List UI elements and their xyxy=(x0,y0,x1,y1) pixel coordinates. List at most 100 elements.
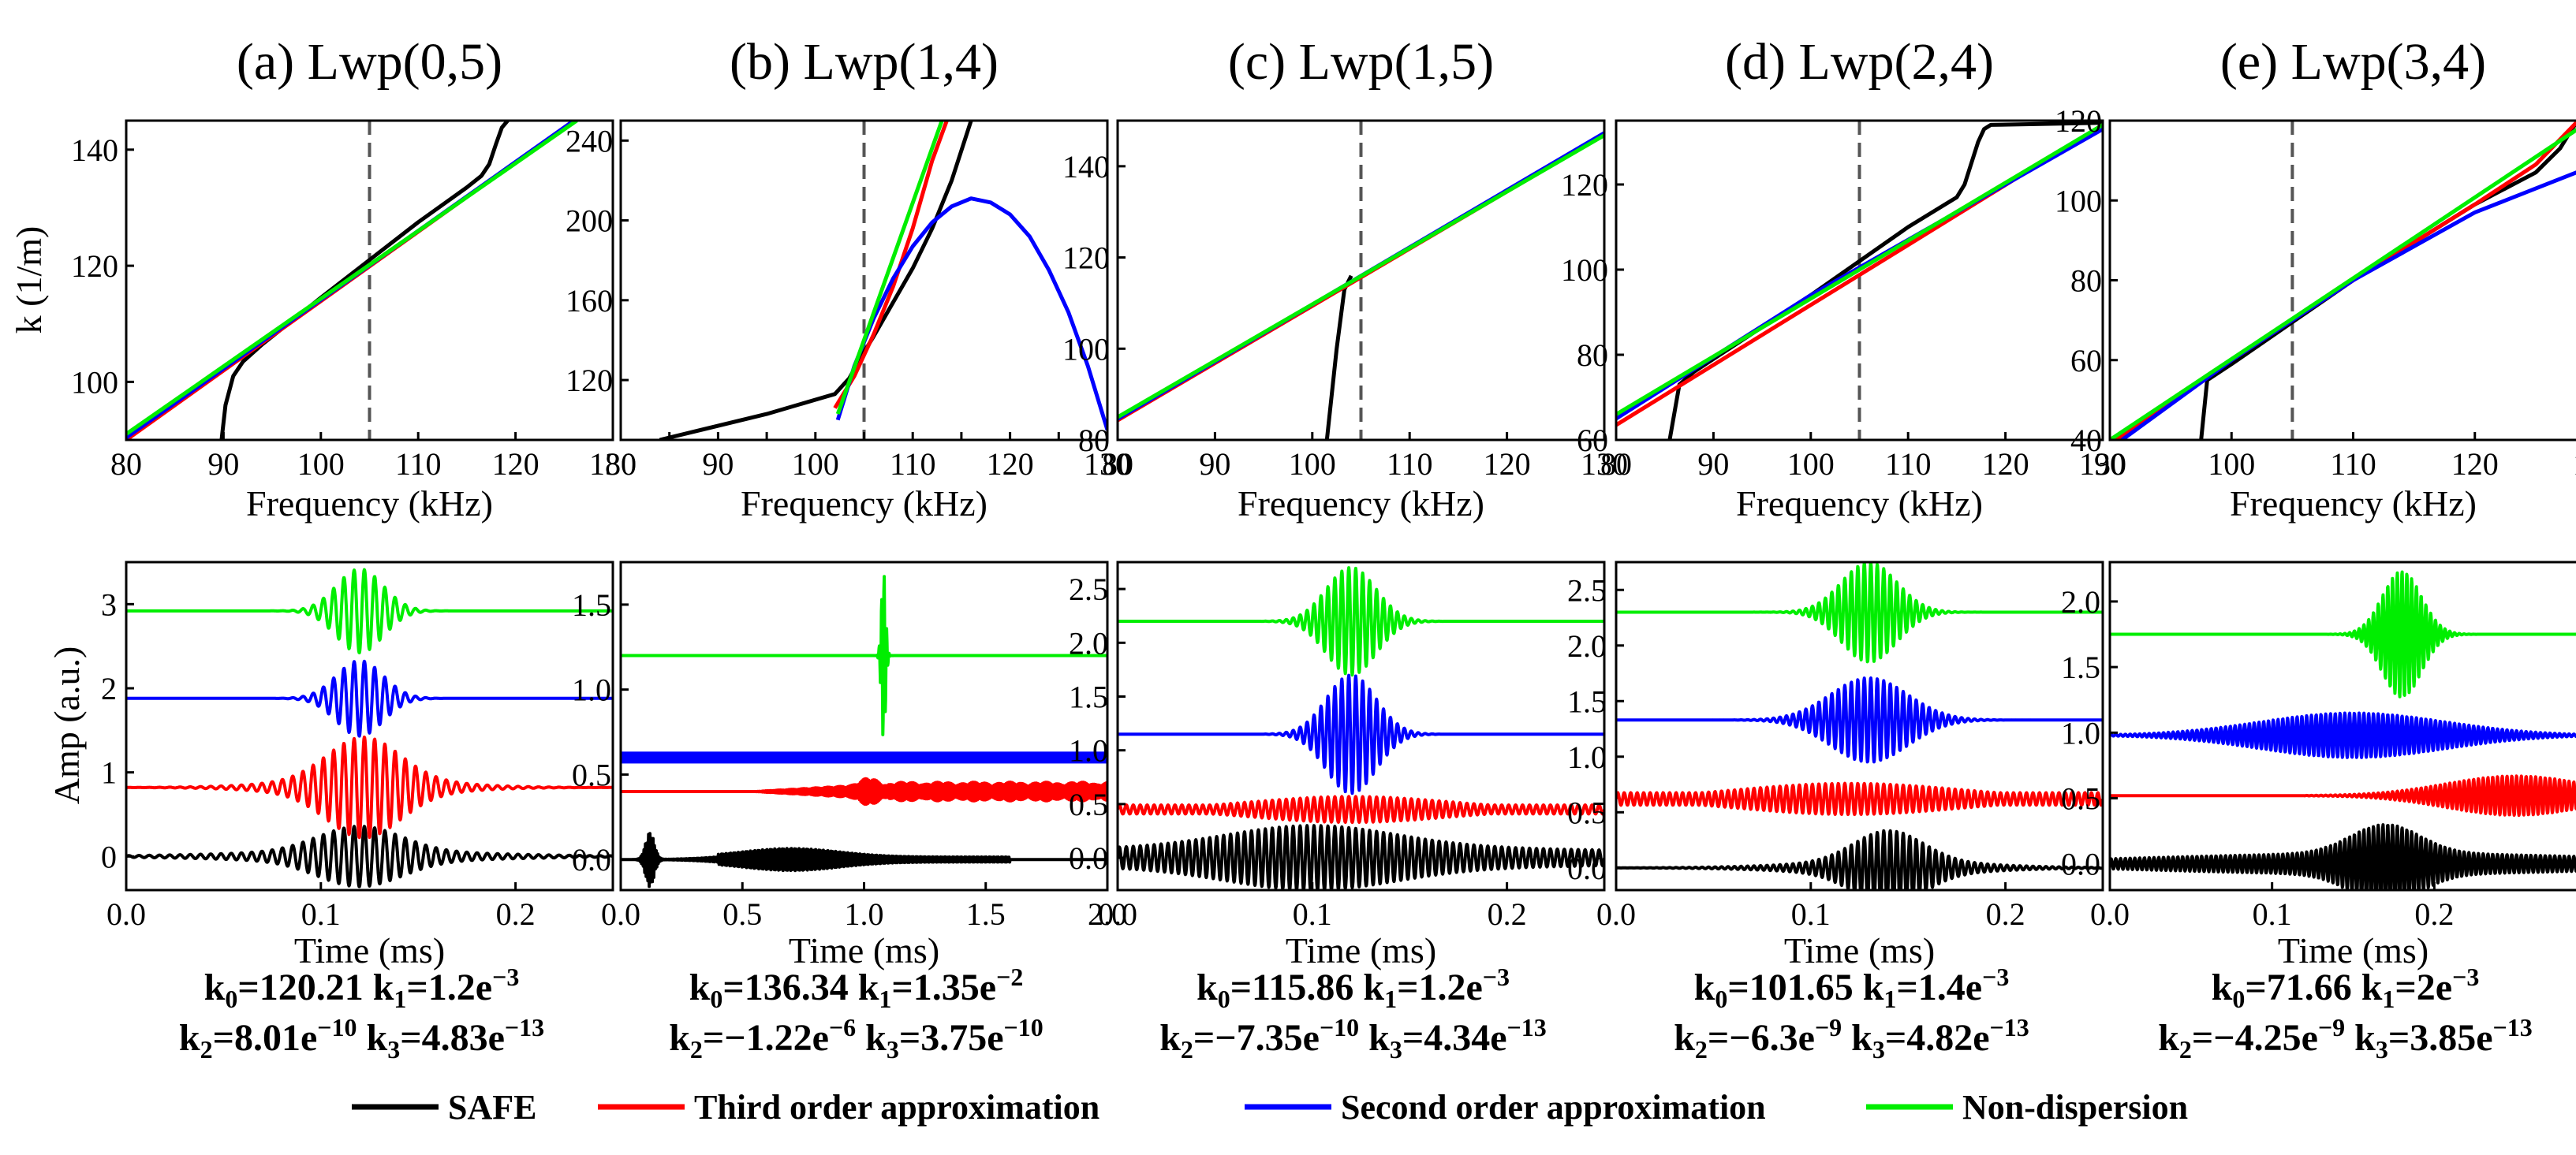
dispersion-curves xyxy=(1616,121,2103,440)
waveform-series-third xyxy=(1118,795,1604,825)
waveform-curves xyxy=(1616,562,2103,890)
dispersion-x-label: Frequency (kHz) xyxy=(246,483,493,523)
waveform-x-label: Time (ms) xyxy=(1286,930,1436,971)
k-parameters-line2: k2=−1.22e−6 k3=3.75e−10 xyxy=(669,1013,1043,1064)
waveform-series-safe xyxy=(1616,829,2103,890)
y-tick-label: 100 xyxy=(1561,252,1608,288)
panel-title: (e) Lwp(3,4) xyxy=(2220,33,2486,91)
y-tick-label: 1.0 xyxy=(1069,733,1108,769)
waveform-curves xyxy=(1118,566,1604,890)
waveform-curves xyxy=(2110,570,2576,890)
k0-value: 101.65 xyxy=(1749,967,1854,1008)
waveform-series-second xyxy=(126,659,613,738)
k-parameters-line1: k0=136.34 k1=1.35e−2 xyxy=(689,963,1024,1013)
y-tick-label: 1.0 xyxy=(572,673,611,708)
y-tick-label: 0 xyxy=(101,839,117,874)
y-tick-label: 120 xyxy=(2055,103,2102,139)
k0-value: 136.34 xyxy=(745,967,849,1008)
y-tick-label: 2 xyxy=(101,671,117,706)
y-tick-label: 1.5 xyxy=(1069,679,1108,714)
legend-label: SAFE xyxy=(448,1088,536,1127)
waveform-series-non xyxy=(2110,570,2576,699)
k-parameters-line1: k0=120.21 k1=1.2e−3 xyxy=(204,963,520,1013)
dispersion-curves xyxy=(1118,121,1604,440)
x-tick-label: 110 xyxy=(395,446,442,482)
k-parameters-line1: k0=115.86 k1=1.2e−3 xyxy=(1197,963,1510,1013)
dispersion-y-label: k (1/m) xyxy=(9,226,49,334)
panel-title: (a) Lwp(0,5) xyxy=(237,33,502,91)
k-parameters-line2: k2=−7.35e−10 k3=4.34e−13 xyxy=(1159,1013,1547,1064)
dispersion-axes-frame xyxy=(1116,119,1606,442)
waveform-series-safe xyxy=(1118,824,1604,890)
y-tick-label: 1.0 xyxy=(2061,715,2100,751)
x-tick-label: 130 xyxy=(2079,446,2126,482)
x-tick-label: 120 xyxy=(1484,446,1531,482)
x-tick-label: 0.0 xyxy=(2090,896,2130,932)
y-tick-label: 1.0 xyxy=(1567,740,1607,775)
x-tick-label: 90 xyxy=(2094,446,2126,482)
y-tick-label: 1.5 xyxy=(572,587,611,623)
y-tick-label: 80 xyxy=(1577,337,1608,373)
waveform-axes-frame xyxy=(619,561,1109,892)
dispersion-axes-frame xyxy=(125,119,614,442)
x-tick-label: 2.0 xyxy=(1088,896,1127,932)
waveform-series-third xyxy=(1616,781,2103,817)
x-tick-label: 120 xyxy=(1982,446,2029,482)
x-tick-label: 130 xyxy=(1581,446,1628,482)
dispersion-series-non xyxy=(835,121,944,415)
y-tick-label: 0.0 xyxy=(1567,851,1607,886)
y-tick-label: 120 xyxy=(1062,240,1110,276)
x-tick-label: 100 xyxy=(1289,446,1336,482)
waveform-series-second xyxy=(621,751,1107,764)
waveform-axes-frame xyxy=(1116,561,1606,892)
y-tick-label: 2.5 xyxy=(1069,572,1108,607)
y-tick-label: 0.5 xyxy=(572,757,611,792)
waveform-series-second xyxy=(1616,676,2103,764)
waveform-series-non xyxy=(126,568,613,654)
x-tick-label: 0.2 xyxy=(496,896,536,932)
x-tick-label: 110 xyxy=(1387,446,1433,482)
waveform-series-second xyxy=(1118,673,1604,795)
x-tick-label: 90 xyxy=(1199,446,1230,482)
k-parameters-line1: k0=101.65 k1=1.4e−3 xyxy=(1694,963,2010,1013)
y-tick-label: 80 xyxy=(2070,263,2102,299)
x-tick-label: 0.1 xyxy=(1293,896,1332,932)
x-tick-label: 0.0 xyxy=(106,896,146,932)
dispersion-series-non xyxy=(126,121,578,436)
dispersion-curves xyxy=(126,121,578,440)
y-tick-label: 0.5 xyxy=(2061,781,2100,817)
dispersion-series-non xyxy=(1118,133,1604,419)
y-tick-label: 0.0 xyxy=(572,842,611,877)
x-tick-label: 120 xyxy=(492,446,539,482)
dispersion-series-safe xyxy=(1324,274,1353,440)
x-tick-label: 130 xyxy=(2573,446,2576,482)
y-tick-label: 120 xyxy=(1561,167,1608,203)
y-tick-label: 200 xyxy=(566,203,613,239)
waveform-series-non xyxy=(621,575,1107,736)
dispersion-curves xyxy=(659,121,1107,440)
y-tick-label: 2.0 xyxy=(1069,625,1108,661)
waveform-x-label: Time (ms) xyxy=(294,930,445,971)
x-tick-label: 80 xyxy=(110,446,142,482)
x-tick-label: 0.0 xyxy=(1098,896,1137,932)
waveform-curves xyxy=(126,568,613,889)
y-tick-label: 60 xyxy=(2070,343,2102,378)
dispersion-x-label: Frequency (kHz) xyxy=(741,483,987,523)
y-tick-label: 40 xyxy=(2070,423,2102,458)
dispersion-x-label: Frequency (kHz) xyxy=(1736,483,1983,523)
waveform-y-label: Amp (a.u.) xyxy=(47,646,87,805)
waveform-axes-frame xyxy=(1615,561,2104,892)
y-tick-label: 140 xyxy=(1062,149,1110,184)
x-tick-label: 0.1 xyxy=(1791,896,1831,932)
y-tick-label: 2.5 xyxy=(1567,572,1607,608)
waveform-curves xyxy=(621,575,1107,889)
dispersion-x-label: Frequency (kHz) xyxy=(1238,483,1484,523)
waveform-series-second xyxy=(2110,711,2576,759)
x-tick-label: 0.2 xyxy=(2414,896,2454,932)
y-tick-label: 120 xyxy=(71,248,118,284)
x-tick-label: 1.0 xyxy=(845,896,884,932)
x-tick-label: 100 xyxy=(2208,446,2255,482)
waveform-series-third xyxy=(2110,774,2576,818)
waveform-series-third xyxy=(621,777,1107,807)
